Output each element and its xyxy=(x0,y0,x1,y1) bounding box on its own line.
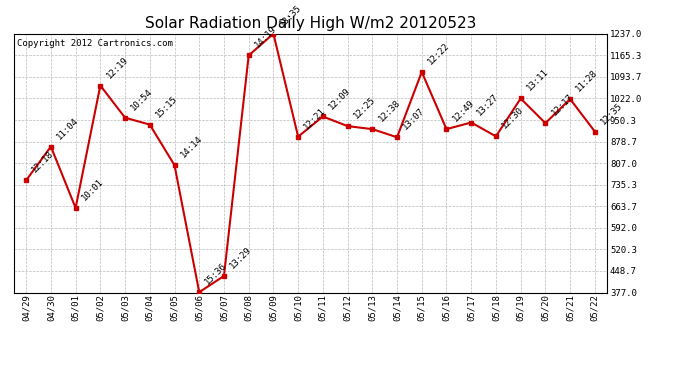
Text: 14:19: 14:19 xyxy=(253,24,278,50)
Text: 11:04: 11:04 xyxy=(55,116,81,141)
Text: 13:27: 13:27 xyxy=(475,92,501,117)
Text: Copyright 2012 Cartronics.com: Copyright 2012 Cartronics.com xyxy=(17,39,172,48)
Text: 14:14: 14:14 xyxy=(179,134,204,160)
Text: 12:30: 12:30 xyxy=(500,105,526,131)
Text: 15:36: 15:36 xyxy=(204,261,229,286)
Text: 12:19: 12:19 xyxy=(104,55,130,80)
Text: 12:22: 12:22 xyxy=(426,41,451,66)
Text: 10:54: 10:54 xyxy=(129,87,155,112)
Text: 12:21: 12:21 xyxy=(302,106,328,131)
Text: 10:01: 10:01 xyxy=(80,177,105,203)
Text: 13:11: 13:11 xyxy=(525,68,550,93)
Text: 12:49: 12:49 xyxy=(451,98,476,124)
Text: 12:25: 12:25 xyxy=(352,95,377,120)
Text: 13:29: 13:29 xyxy=(228,245,253,270)
Text: 12:09: 12:09 xyxy=(327,86,353,111)
Text: 13:35: 13:35 xyxy=(277,3,303,28)
Text: 13:07: 13:07 xyxy=(401,106,426,132)
Title: Solar Radiation Daily High W/m2 20120523: Solar Radiation Daily High W/m2 20120523 xyxy=(145,16,476,31)
Text: 12:18: 12:18 xyxy=(30,149,56,175)
Text: 12:35: 12:35 xyxy=(599,100,624,126)
Text: 15:15: 15:15 xyxy=(154,94,179,119)
Text: 12:17: 12:17 xyxy=(549,92,575,117)
Text: 12:38: 12:38 xyxy=(377,98,402,124)
Text: 11:28: 11:28 xyxy=(574,68,600,93)
